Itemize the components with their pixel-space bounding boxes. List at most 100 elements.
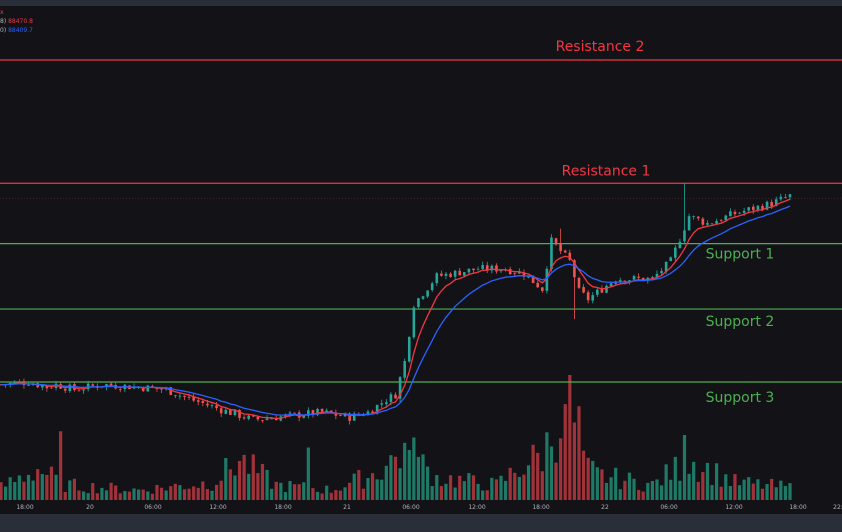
candle-body <box>196 400 200 402</box>
candle-body <box>288 412 292 414</box>
volume-bar <box>384 465 388 500</box>
volume-bar <box>109 482 113 500</box>
time-axis-bar[interactable] <box>0 514 842 532</box>
candle-body <box>325 410 328 412</box>
resistance-label-resistance-1: Resistance 1 <box>562 163 651 179</box>
volume-bar <box>563 404 567 500</box>
volume-bar <box>453 487 457 500</box>
volume-bar <box>728 486 732 500</box>
candle-body <box>655 273 659 277</box>
volume-bar <box>393 456 398 500</box>
candle-body <box>238 410 241 418</box>
volume-bar <box>737 485 742 500</box>
x-tick-label: 06:00 <box>144 504 161 511</box>
candle-body <box>426 290 429 297</box>
volume-bar <box>22 481 26 500</box>
volume-bar <box>49 466 54 500</box>
volume-bar <box>146 491 150 500</box>
candle-body <box>719 220 723 222</box>
candle-body <box>293 412 296 414</box>
volume-bar <box>325 485 329 500</box>
candle-body <box>692 215 695 217</box>
candle-body <box>729 211 732 217</box>
volume-bar <box>779 480 783 500</box>
volume-bar <box>17 475 21 500</box>
volume-bar <box>627 472 632 500</box>
candle-body <box>68 384 72 391</box>
legend-ma1-value: 88470.8 <box>8 18 33 25</box>
candle-body <box>632 276 636 280</box>
candle-body <box>229 409 232 415</box>
candle-body <box>669 257 673 262</box>
volume-bar <box>320 493 324 500</box>
volume-bar <box>63 491 67 500</box>
candle-body <box>706 223 709 225</box>
candle-body <box>742 210 746 213</box>
candle-body <box>715 220 718 224</box>
volume-bar <box>490 477 494 500</box>
volume-bar <box>357 469 361 500</box>
volume-bar <box>233 475 237 500</box>
volume-bar <box>783 486 788 500</box>
legend-ma2-prefix: 0) <box>0 27 7 34</box>
candle-body <box>518 271 521 274</box>
volume-bar <box>531 444 535 500</box>
candle-body <box>210 405 214 407</box>
volume-bar <box>503 480 508 500</box>
volume-bar <box>228 469 232 500</box>
candle-body <box>251 415 255 417</box>
volume-bar <box>641 491 645 500</box>
volume-bar <box>288 480 292 500</box>
candle-body <box>738 212 741 214</box>
volume-bar <box>476 483 480 500</box>
volume-bar <box>650 480 654 500</box>
candle-body <box>784 197 787 198</box>
volume-bar <box>187 488 191 500</box>
legend-ma2-row: 0) 88409.7 <box>0 26 33 35</box>
volume-bar <box>462 481 466 500</box>
candle-body <box>389 394 393 402</box>
ma-slow-line <box>1 205 791 416</box>
volume-bar <box>306 447 310 500</box>
x-tick-label: 22 <box>601 504 609 511</box>
candle-body <box>320 408 324 412</box>
volume-bar <box>485 490 489 500</box>
volume-bar <box>311 488 315 500</box>
candle-body <box>385 402 388 405</box>
candle-body <box>724 215 728 221</box>
volume-bar <box>701 472 705 500</box>
candle-body <box>531 275 535 284</box>
candle-body <box>449 273 452 277</box>
candle-body <box>752 206 755 211</box>
volume-bar <box>407 450 411 500</box>
support-label-support-2: Support 2 <box>706 314 775 330</box>
candle-body <box>559 244 562 252</box>
volume-bar <box>572 422 577 500</box>
candle-body <box>224 409 228 414</box>
candle-body <box>747 207 751 211</box>
candle-body <box>476 269 480 271</box>
volume-bar <box>481 490 485 500</box>
candle-body <box>40 385 44 388</box>
x-tick-label: 06:00 <box>660 504 677 511</box>
volume-bar <box>715 463 719 500</box>
candle-body <box>27 385 30 386</box>
volume-bar <box>554 462 558 500</box>
volume-bar <box>770 478 774 500</box>
volume-bar <box>742 479 746 500</box>
candle-body <box>440 273 443 276</box>
volume-bar <box>173 483 177 500</box>
candle-body <box>591 295 595 301</box>
volume-bar <box>724 474 728 500</box>
volume-bar <box>448 475 453 500</box>
legend-close-row: x <box>0 8 33 17</box>
candle-body <box>573 260 576 278</box>
volume-bar <box>95 493 99 500</box>
legend-close-mark[interactable]: x <box>0 9 4 16</box>
volume-bar <box>673 456 677 500</box>
volume-bar <box>205 489 210 500</box>
candle-body <box>270 418 273 420</box>
volume-bar <box>114 485 118 500</box>
volume-bar <box>26 474 31 500</box>
